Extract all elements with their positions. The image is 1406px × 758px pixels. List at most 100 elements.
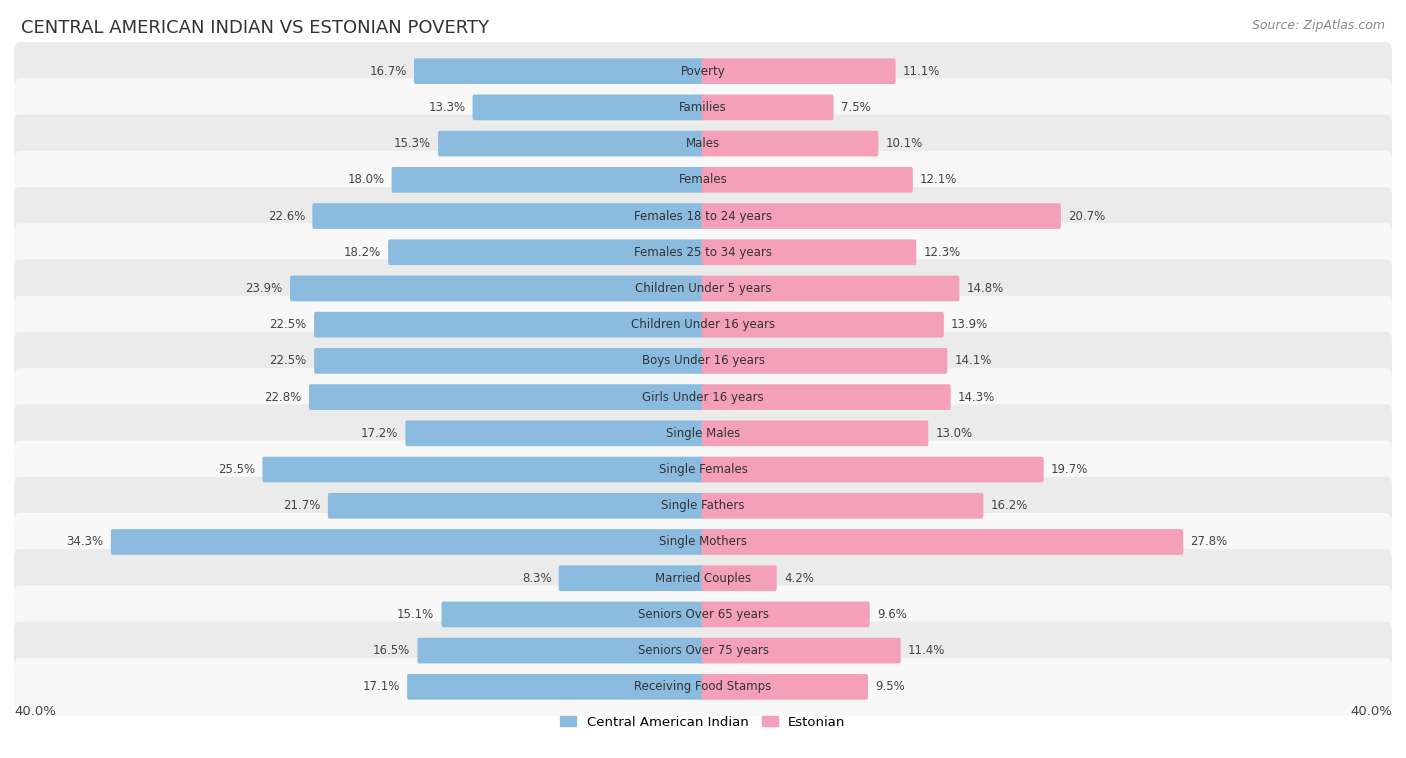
Text: Single Mothers: Single Mothers	[659, 535, 747, 549]
FancyBboxPatch shape	[702, 276, 959, 302]
FancyBboxPatch shape	[14, 259, 1392, 318]
Text: Females: Females	[679, 174, 727, 186]
FancyBboxPatch shape	[439, 130, 704, 156]
FancyBboxPatch shape	[14, 622, 1392, 680]
Text: 40.0%: 40.0%	[1350, 705, 1392, 718]
Text: 17.2%: 17.2%	[361, 427, 398, 440]
FancyBboxPatch shape	[702, 637, 901, 663]
FancyBboxPatch shape	[111, 529, 704, 555]
Legend: Central American Indian, Estonian: Central American Indian, Estonian	[555, 711, 851, 735]
FancyBboxPatch shape	[14, 296, 1392, 354]
Text: 16.2%: 16.2%	[991, 500, 1028, 512]
Text: 16.7%: 16.7%	[370, 64, 406, 77]
FancyBboxPatch shape	[14, 404, 1392, 462]
FancyBboxPatch shape	[14, 78, 1392, 136]
FancyBboxPatch shape	[702, 456, 1043, 482]
Text: 10.1%: 10.1%	[886, 137, 922, 150]
FancyBboxPatch shape	[14, 224, 1392, 281]
Text: 27.8%: 27.8%	[1191, 535, 1227, 549]
Text: Poverty: Poverty	[681, 64, 725, 77]
Text: 13.0%: 13.0%	[935, 427, 973, 440]
FancyBboxPatch shape	[314, 312, 704, 337]
FancyBboxPatch shape	[14, 550, 1392, 607]
FancyBboxPatch shape	[702, 58, 896, 84]
Text: Single Fathers: Single Fathers	[661, 500, 745, 512]
Text: 13.9%: 13.9%	[950, 318, 988, 331]
Text: 34.3%: 34.3%	[66, 535, 104, 549]
Text: Married Couples: Married Couples	[655, 572, 751, 584]
FancyBboxPatch shape	[405, 421, 704, 446]
Text: Receiving Food Stamps: Receiving Food Stamps	[634, 681, 772, 694]
Text: Families: Families	[679, 101, 727, 114]
FancyBboxPatch shape	[14, 513, 1392, 571]
FancyBboxPatch shape	[14, 332, 1392, 390]
Text: Single Females: Single Females	[658, 463, 748, 476]
Text: Boys Under 16 years: Boys Under 16 years	[641, 355, 765, 368]
Text: 14.3%: 14.3%	[957, 390, 995, 403]
Text: 15.1%: 15.1%	[396, 608, 434, 621]
FancyBboxPatch shape	[14, 114, 1392, 173]
FancyBboxPatch shape	[441, 602, 704, 628]
Text: CENTRAL AMERICAN INDIAN VS ESTONIAN POVERTY: CENTRAL AMERICAN INDIAN VS ESTONIAN POVE…	[21, 19, 489, 37]
FancyBboxPatch shape	[14, 658, 1392, 716]
FancyBboxPatch shape	[702, 602, 870, 628]
Text: Seniors Over 65 years: Seniors Over 65 years	[637, 608, 769, 621]
Text: Females 25 to 34 years: Females 25 to 34 years	[634, 246, 772, 258]
Text: 14.1%: 14.1%	[955, 355, 991, 368]
FancyBboxPatch shape	[290, 276, 704, 302]
FancyBboxPatch shape	[702, 240, 917, 265]
FancyBboxPatch shape	[702, 348, 948, 374]
Text: 23.9%: 23.9%	[246, 282, 283, 295]
FancyBboxPatch shape	[14, 42, 1392, 100]
FancyBboxPatch shape	[702, 565, 776, 591]
Text: Seniors Over 75 years: Seniors Over 75 years	[637, 644, 769, 657]
Text: Females 18 to 24 years: Females 18 to 24 years	[634, 209, 772, 223]
FancyBboxPatch shape	[702, 95, 834, 121]
Text: 11.4%: 11.4%	[908, 644, 945, 657]
Text: 18.0%: 18.0%	[347, 174, 384, 186]
FancyBboxPatch shape	[14, 477, 1392, 534]
Text: 16.5%: 16.5%	[373, 644, 411, 657]
FancyBboxPatch shape	[14, 585, 1392, 644]
Text: Males: Males	[686, 137, 720, 150]
Text: 22.6%: 22.6%	[267, 209, 305, 223]
FancyBboxPatch shape	[702, 421, 928, 446]
Text: 17.1%: 17.1%	[363, 681, 399, 694]
Text: 12.3%: 12.3%	[924, 246, 960, 258]
FancyBboxPatch shape	[312, 203, 704, 229]
FancyBboxPatch shape	[702, 312, 943, 337]
FancyBboxPatch shape	[413, 58, 704, 84]
Text: Children Under 5 years: Children Under 5 years	[634, 282, 772, 295]
FancyBboxPatch shape	[702, 203, 1062, 229]
FancyBboxPatch shape	[314, 348, 704, 374]
Text: 25.5%: 25.5%	[218, 463, 256, 476]
FancyBboxPatch shape	[408, 674, 704, 700]
Text: 19.7%: 19.7%	[1050, 463, 1088, 476]
FancyBboxPatch shape	[418, 637, 704, 663]
Text: 22.8%: 22.8%	[264, 390, 302, 403]
Text: 9.6%: 9.6%	[877, 608, 907, 621]
Text: Source: ZipAtlas.com: Source: ZipAtlas.com	[1251, 19, 1385, 32]
Text: 22.5%: 22.5%	[270, 318, 307, 331]
FancyBboxPatch shape	[702, 167, 912, 193]
FancyBboxPatch shape	[472, 95, 704, 121]
Text: 21.7%: 21.7%	[283, 500, 321, 512]
FancyBboxPatch shape	[14, 151, 1392, 208]
Text: 22.5%: 22.5%	[270, 355, 307, 368]
Text: Single Males: Single Males	[666, 427, 740, 440]
FancyBboxPatch shape	[702, 529, 1184, 555]
FancyBboxPatch shape	[702, 493, 983, 518]
Text: 18.2%: 18.2%	[343, 246, 381, 258]
Text: 20.7%: 20.7%	[1069, 209, 1105, 223]
FancyBboxPatch shape	[14, 368, 1392, 426]
Text: 4.2%: 4.2%	[785, 572, 814, 584]
Text: 12.1%: 12.1%	[920, 174, 957, 186]
Text: 13.3%: 13.3%	[429, 101, 465, 114]
FancyBboxPatch shape	[558, 565, 704, 591]
FancyBboxPatch shape	[263, 456, 704, 482]
Text: Children Under 16 years: Children Under 16 years	[631, 318, 775, 331]
Text: 8.3%: 8.3%	[522, 572, 551, 584]
Text: 40.0%: 40.0%	[14, 705, 56, 718]
Text: 14.8%: 14.8%	[966, 282, 1004, 295]
FancyBboxPatch shape	[14, 440, 1392, 499]
